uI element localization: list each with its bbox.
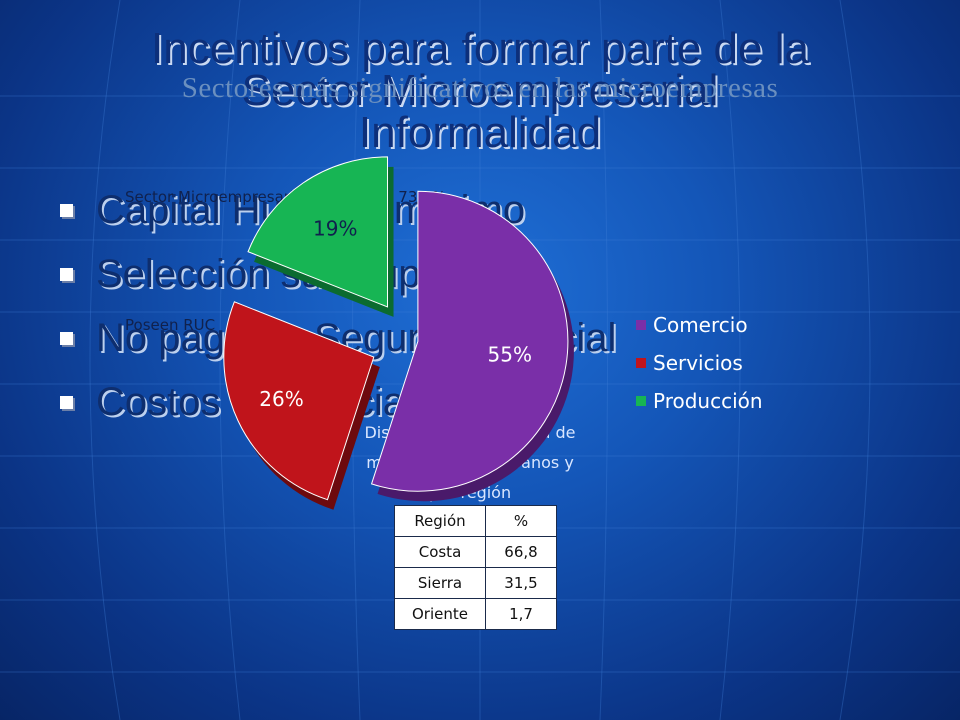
legend-swatch — [636, 320, 646, 330]
table-row: Oriente 1,7 — [394, 598, 557, 630]
legend-swatch — [636, 396, 646, 406]
table-cell: 1,7 — [485, 598, 557, 630]
pie-data-label: 55% — [488, 342, 532, 366]
legend-item-comercio: Comercio — [636, 310, 763, 348]
table-row: Costa 66,8 — [394, 536, 557, 568]
legend-label: Servicios — [653, 351, 743, 375]
legend-label: Producción — [653, 389, 763, 413]
table-header-cell: Región — [394, 505, 486, 537]
bullet-square-icon — [60, 332, 73, 345]
title-line-3: Informalidad — [358, 108, 602, 157]
pie-slice-producción — [247, 156, 389, 308]
overlay-ruc-text: Poseen RUC — [125, 316, 216, 334]
bullet-square-icon — [60, 204, 73, 217]
legend-label: Comercio — [653, 313, 748, 337]
bullet-square-icon — [60, 268, 73, 281]
bullet-square-icon — [60, 396, 73, 409]
table-cell: 31,5 — [485, 567, 557, 599]
title-line-2: Sector Microempresarial — [241, 66, 719, 115]
table-cell: 66,8 — [485, 536, 557, 568]
pie-slice-comercio — [370, 190, 569, 492]
table-row: Sierra 31,5 — [394, 567, 557, 599]
pie-data-label: 26% — [259, 387, 303, 411]
pie-data-label: 19% — [313, 216, 357, 240]
chart-legend: Comercio Servicios Producción — [636, 310, 763, 424]
table-cell: Oriente — [394, 598, 486, 630]
legend-item-servicios: Servicios — [636, 348, 763, 386]
table-cell: Costa — [394, 536, 486, 568]
legend-item-produccion: Producción — [636, 386, 763, 424]
table-header-row: Región % — [394, 505, 557, 537]
legend-swatch — [636, 358, 646, 368]
pie-slice-servicios — [223, 301, 375, 501]
title-line-1: Incentivos para formar parte de la — [151, 24, 809, 73]
region-table: Región % Costa 66,8 Sierra 31,5 Oriente … — [394, 505, 557, 630]
slide-title: Incentivos para formar parte de la Secto… — [0, 24, 960, 157]
slide-subtitle: Sectores más significativos en las micro… — [181, 72, 779, 104]
table-cell: Sierra — [394, 567, 486, 599]
table-header-cell: % — [485, 505, 557, 537]
region-table-wrap: Región % Costa 66,8 Sierra 31,5 Oriente … — [394, 505, 557, 630]
